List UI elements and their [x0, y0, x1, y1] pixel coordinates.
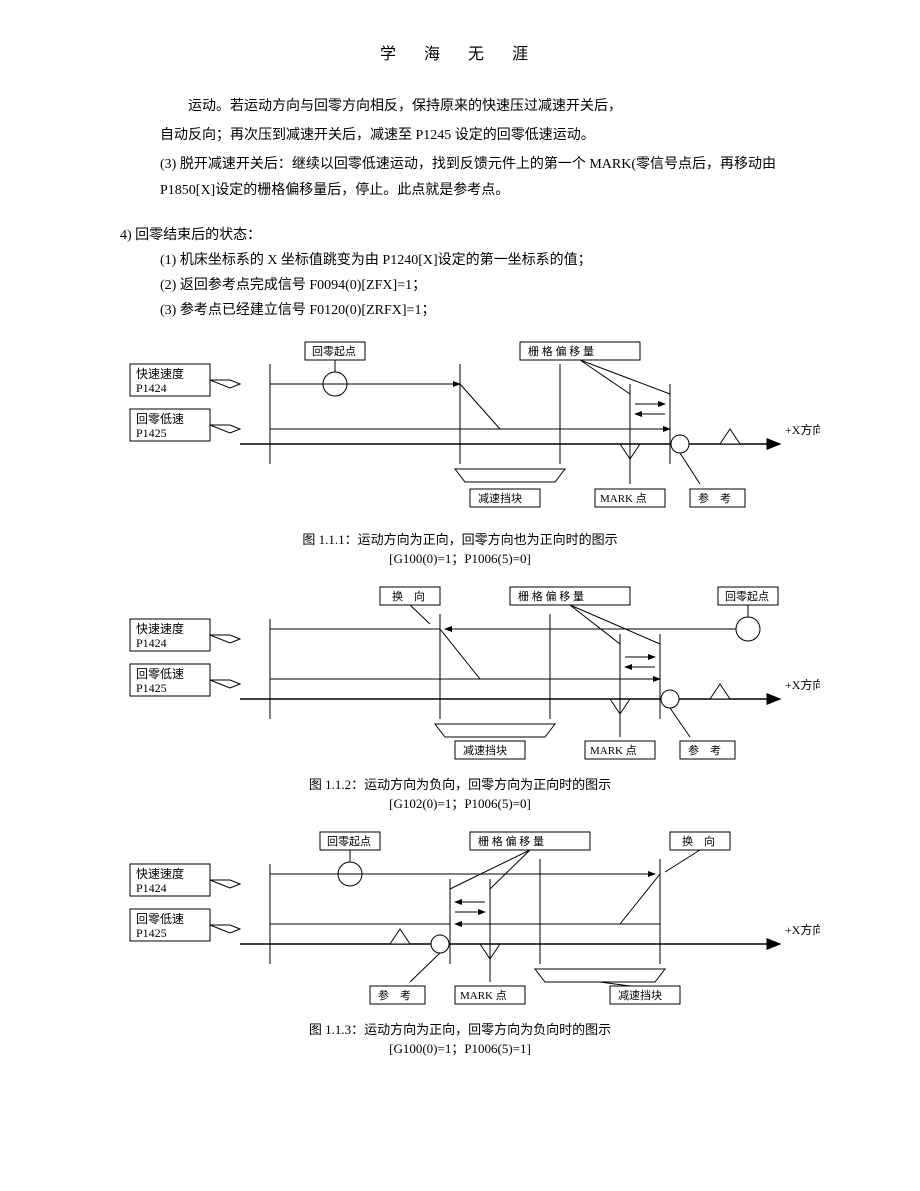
- low-speed-label-2: 回零低速: [136, 667, 184, 681]
- p1425-label-3: P1425: [136, 926, 167, 940]
- diagram-2-caption-1: 图 1.1.2：运动方向为负向，回零方向为正向时的图示: [60, 775, 860, 795]
- fast-speed-label: 快速速度: [136, 366, 184, 381]
- paragraph-3: (3) 脱开减速开关后：继续以回零低速运动，找到反馈元件上的第一个 MARK(零…: [160, 152, 820, 202]
- diagram-2: 快速速度 P1424 回零低速 P1425 +X方向 换 向 栅 格 偏 移 量…: [60, 579, 860, 814]
- x-direction-label-3: +X方向: [785, 922, 820, 937]
- paragraph-2: 自动反向；再次压到减速开关后，减速至 P1245 设定的回零低速运动。: [160, 123, 820, 148]
- diagram-2-caption-2: [G102(0)=1；P1006(5)=0]: [60, 794, 860, 814]
- diagram-1: 快速速度 P1424 回零低速 P1425 +X方向 回零起点 栅 格 偏 移 …: [60, 334, 860, 569]
- diagram-1-caption-1: 图 1.1.1：运动方向为正向，回零方向也为正向时的图示: [60, 530, 860, 550]
- section-4-item-1: (1) 机床坐标系的 X 坐标值跳变为由 P1240[X]设定的第一坐标系的值；: [160, 248, 860, 273]
- x-direction-label-2: +X方向: [785, 677, 820, 692]
- page-header: 学 海 无 涯: [60, 40, 860, 64]
- grid-offset-label-2: 栅 格 偏 移 量: [518, 589, 584, 603]
- decel-block-label-3: 减速挡块: [618, 988, 662, 1002]
- mark-point-label-3: MARK 点: [460, 989, 507, 1002]
- p1424-label-2: P1424: [136, 636, 167, 650]
- p1425-label-2: P1425: [136, 681, 167, 695]
- p1425-label: P1425: [136, 426, 167, 440]
- fast-speed-label-2: 快速速度: [136, 621, 184, 636]
- decel-block-label: 减速挡块: [478, 491, 522, 505]
- diagram-3-caption-1: 图 1.1.3：运动方向为正向，回零方向为负向时的图示: [60, 1020, 860, 1040]
- grid-offset-label: 栅 格 偏 移 量: [528, 344, 594, 358]
- diagram-2-caption: 图 1.1.2：运动方向为负向，回零方向为正向时的图示 [G102(0)=1；P…: [60, 775, 860, 814]
- diagram-3-caption-2: [G100(0)=1；P1006(5)=1]: [60, 1039, 860, 1059]
- low-speed-label-3: 回零低速: [136, 912, 184, 926]
- ref-point-label: 参 考: [698, 491, 731, 505]
- grid-offset-label-3: 栅 格 偏 移 量: [478, 834, 544, 848]
- p1424-label-3: P1424: [136, 881, 167, 895]
- section-4-label: 4): [120, 228, 132, 243]
- section-4: 4) 回零结束后的状态：: [120, 223, 860, 248]
- diagram-3-caption: 图 1.1.3：运动方向为正向，回零方向为负向时的图示 [G100(0)=1；P…: [60, 1020, 860, 1059]
- item-text-3: 脱开减速开关后：继续以回零低速运动，找到反馈元件上的第一个 MARK(零信号点后…: [160, 157, 776, 197]
- diagram-1-caption: 图 1.1.1：运动方向为正向，回零方向也为正向时的图示 [G100(0)=1；…: [60, 530, 860, 569]
- ref-point-label-2: 参 考: [688, 743, 721, 757]
- mark-point-label: MARK 点: [600, 492, 647, 505]
- fast-speed-label-3: 快速速度: [136, 866, 184, 881]
- diagram-1-caption-2: [G100(0)=1；P1006(5)=0]: [60, 549, 860, 569]
- item-label-3: (3): [160, 157, 176, 172]
- paragraph-1: 运动。若运动方向与回零方向相反，保持原来的快速压过减速开关后，: [160, 94, 820, 119]
- decel-block-label-2: 减速挡块: [463, 743, 507, 757]
- reverse-label: 换 向: [392, 589, 425, 603]
- p1424-label: P1424: [136, 381, 167, 395]
- start-point-label-3: 回零起点: [327, 835, 371, 848]
- start-point-label-2: 回零起点: [725, 590, 769, 603]
- section-4-title: 回零结束后的状态：: [135, 228, 261, 243]
- low-speed-label: 回零低速: [136, 412, 184, 426]
- diagram-3: 快速速度 P1424 回零低速 P1425 +X方向 回零起点 栅 格 偏 移 …: [60, 824, 860, 1059]
- ref-point-label-3: 参 考: [378, 988, 411, 1002]
- x-direction-label: +X方向: [785, 422, 820, 437]
- section-4-item-3: (3) 参考点已经建立信号 F0120(0)[ZRFX]=1；: [160, 298, 860, 323]
- section-4-item-2: (2) 返回参考点完成信号 F0094(0)[ZFX]=1；: [160, 273, 860, 298]
- reverse-label-3: 换 向: [682, 834, 715, 848]
- mark-point-label-2: MARK 点: [590, 744, 637, 757]
- start-point-label: 回零起点: [312, 345, 356, 358]
